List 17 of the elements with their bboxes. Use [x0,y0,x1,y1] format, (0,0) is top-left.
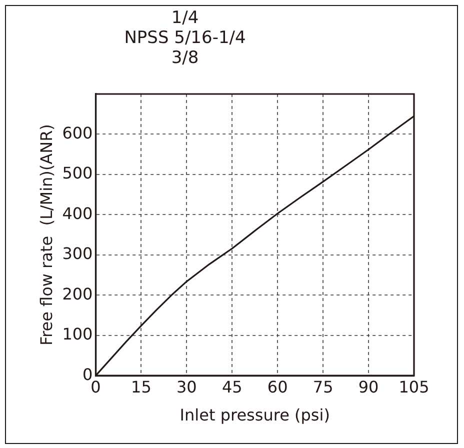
chart-title: 1/4 NPSS 5/16-1/4 3/8 [123,8,247,68]
x-axis-title: Inlet pressure (psi) [180,406,330,425]
x-tick-label: 45 [222,377,242,396]
y-axis-title: Free flow rate (L/Min)(ANR) [36,124,56,346]
y-tick-label: 600 [62,123,93,142]
x-tick-label: 90 [358,377,379,396]
y-tick-label: 200 [62,284,93,304]
y-tick-label: 100 [62,324,93,344]
x-tick-label: 75 [312,377,334,396]
y-tick-label: 300 [62,244,93,264]
y-tick-label: 0 [82,364,93,384]
x-tick-label: 60 [267,377,288,396]
x-tick-label: 30 [176,377,197,396]
y-tick-label: 500 [62,164,93,183]
x-tick-label: 15 [131,377,152,396]
y-tick-label: 400 [62,204,93,223]
x-tick-label: 105 [398,377,430,396]
